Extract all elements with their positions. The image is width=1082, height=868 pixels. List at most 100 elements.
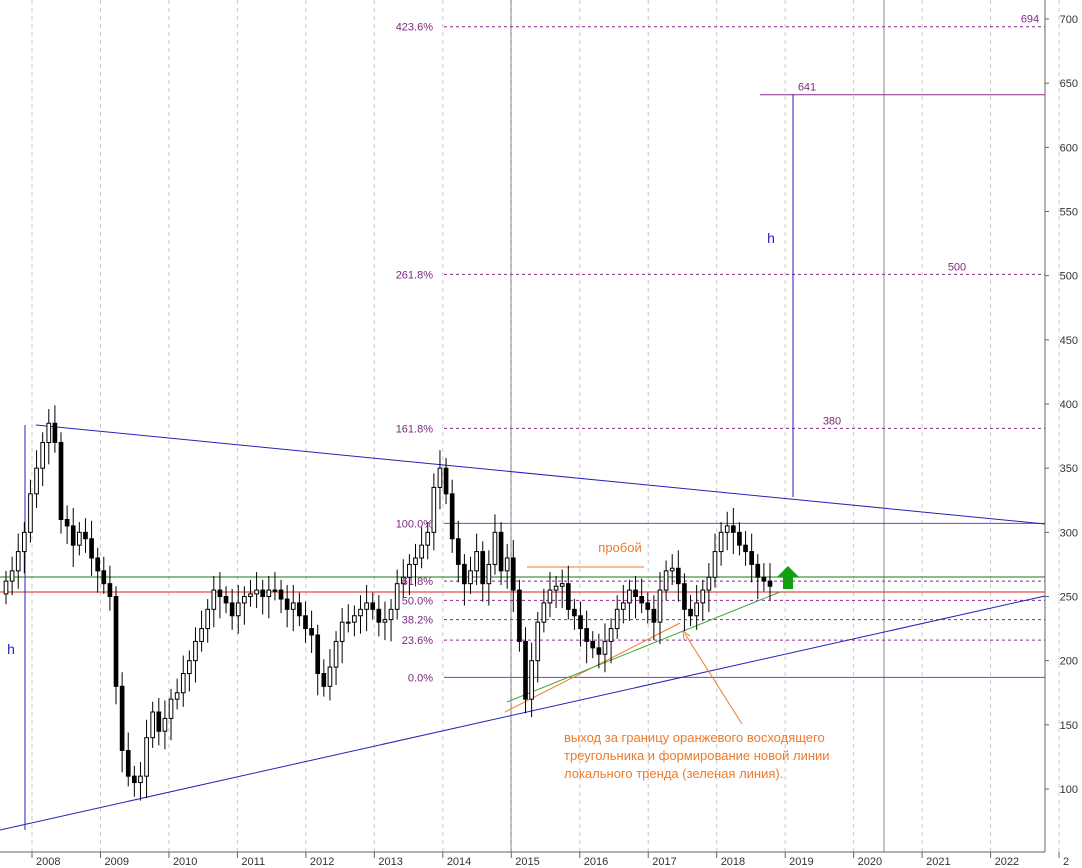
x-tick-label: 2020 (858, 856, 882, 868)
x-tick-label: 2009 (104, 856, 128, 868)
y-tick-label: 300 (1060, 527, 1078, 539)
y-tick-label: 100 (1060, 784, 1078, 796)
candle-body (229, 602, 235, 617)
lines-layer (0, 26, 1046, 831)
h-right-label: h (767, 230, 775, 246)
candle-body (9, 570, 15, 582)
x-tick-label: 2022 (995, 856, 1019, 868)
candle-body (449, 493, 455, 540)
x-tick-label: 2018 (721, 856, 745, 868)
candle-body (572, 608, 577, 617)
candle-body (254, 589, 259, 595)
triangle-upper-line (35, 424, 1046, 525)
candle-body (95, 557, 101, 572)
candle-body (297, 602, 302, 617)
x-tick-label: 2015 (515, 856, 539, 868)
grid-layer (31, 0, 1060, 852)
candle-body (162, 717, 168, 732)
candle-body (272, 589, 278, 592)
candle-body (700, 589, 706, 604)
y-tick-label: 350 (1060, 463, 1078, 475)
candle-body (749, 551, 754, 565)
candle-body (657, 589, 663, 623)
candle-body (119, 685, 125, 751)
candle-body (712, 551, 718, 578)
candle-body (266, 589, 272, 597)
fib-level-label: 261.8% (396, 269, 434, 281)
candle-body (352, 615, 357, 623)
candle-body (761, 576, 767, 582)
y-tick-label: 600 (1060, 142, 1078, 154)
candle-body (602, 640, 608, 655)
x-tick-label: 2008 (36, 856, 60, 868)
x-tick-label: 2010 (173, 856, 197, 868)
candle-body (578, 615, 583, 630)
candle-body (590, 640, 596, 649)
candle-body (34, 467, 39, 495)
fib-level-label: 23.6% (402, 635, 433, 647)
fib-level-label: 38.2% (402, 615, 433, 627)
candle-body (46, 422, 52, 443)
candle-body (339, 621, 345, 642)
candle-body (132, 775, 137, 784)
candle-body (156, 711, 162, 732)
candle-body (321, 673, 327, 687)
fib-level-label: 0.0% (408, 672, 433, 684)
candle-body (333, 640, 339, 668)
candle-body (431, 486, 437, 533)
up-arrow-icon (777, 566, 799, 589)
candle-body (370, 602, 376, 610)
candle-body (235, 602, 241, 617)
candle-body (388, 608, 394, 621)
candle-body (52, 422, 58, 443)
candle-body (83, 531, 88, 540)
candle-body (529, 660, 534, 700)
candle-body (474, 551, 479, 572)
candle-body (498, 531, 504, 572)
candle-body (315, 634, 321, 674)
y-tick-label: 450 (1060, 335, 1078, 347)
candle-body (28, 493, 33, 533)
annotation-arrow-line (684, 633, 743, 725)
candle-body (565, 583, 571, 610)
candle-body (376, 608, 382, 623)
y-tick-label: 150 (1060, 720, 1078, 732)
candle-body (627, 589, 632, 604)
candle-body (168, 698, 174, 719)
x-tick-label: 2013 (378, 856, 402, 868)
candle-body (278, 589, 284, 600)
candle-body (755, 563, 761, 578)
candle-body (70, 525, 76, 546)
candle-body (553, 585, 559, 591)
candle-body (64, 519, 70, 527)
candle-body (675, 567, 681, 585)
candle-body (523, 640, 528, 700)
candle-body (663, 570, 669, 591)
y-tick-label: 650 (1060, 78, 1078, 90)
candle-body (443, 467, 449, 495)
candle-body (620, 602, 626, 610)
candle-body (223, 596, 229, 604)
candle-body (358, 608, 363, 617)
candle-body (413, 557, 418, 565)
candle-body (40, 442, 46, 469)
candle-body (284, 598, 290, 610)
candle-body (193, 640, 198, 662)
candle-body (150, 711, 156, 739)
annotation-text: выход за границу оранжевого восходящего (564, 730, 825, 745)
candle-body (669, 567, 675, 572)
candle-body (101, 570, 107, 585)
x-tick-label: 2011 (241, 856, 265, 868)
candle-body (437, 467, 443, 488)
annotation-arrow-head (682, 629, 691, 641)
candle-body (15, 551, 21, 572)
fib-level-label: 161.8% (396, 423, 434, 435)
x-tick-label: 2 (1063, 856, 1069, 868)
triangle-lower-line (0, 595, 1046, 831)
candle-body (559, 583, 565, 587)
target-label: 500 (948, 261, 966, 273)
candle-body (541, 602, 547, 623)
candle-body (547, 589, 553, 604)
candle-body (492, 531, 498, 565)
